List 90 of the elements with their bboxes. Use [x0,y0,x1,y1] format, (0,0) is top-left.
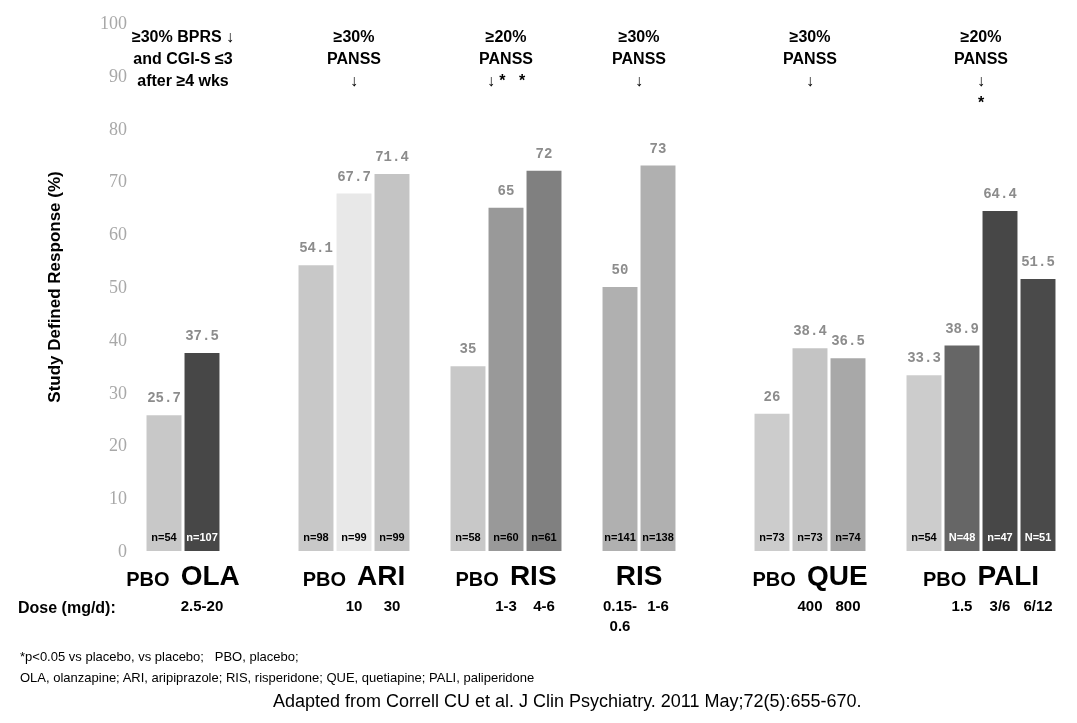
text: *p<0.05 vs placebo, vs placebo; PBO, placebo; [20,649,299,664]
annotation: ≥30% PANSS ↓ [327,27,382,89]
annotation: ≥30% BPRS ↓ and CGI-S ≤3 after ≥4 wks [131,27,235,89]
data-label: 26 [763,388,781,405]
annotation: n=99 [341,531,367,543]
y-tick-label: 70 [109,171,127,192]
y-tick-label: 40 [109,329,127,350]
bar [1020,279,1056,551]
bar [640,165,676,551]
x-tick-label: 1.5 [951,596,973,614]
bar [298,265,334,551]
y-tick-label: 0 [118,541,127,561]
text: PBO QUE [752,559,868,591]
annotation: n=54 [151,531,178,543]
data-label: 25.7 [147,390,181,407]
annotation: n=58 [455,531,481,543]
data-label: 67.7 [337,168,371,185]
data-label: 33.3 [907,350,941,367]
data-label: 54.1 [299,240,333,257]
bar [146,415,182,551]
annotation: n=73 [797,531,823,543]
x-tick-label: 400 [797,596,823,614]
y-tick-label: 60 [109,224,127,245]
annotation: n=60 [493,531,519,543]
text: PBO PALI [922,559,1040,591]
data-label: 51.5 [1021,254,1055,271]
text: PBO RIS [455,559,557,591]
x-tick-label: 800 [835,596,861,614]
x-tick-label: 4-6 [533,596,555,614]
annotation: N=51 [1024,531,1052,543]
bar [830,358,866,551]
x-tick-label: 1-3 [495,596,517,614]
bar [526,170,562,551]
annotation: ≥30% PANSS ↓ [612,27,667,89]
data-label: 38.4 [793,323,827,340]
data-label: 71.4 [375,149,409,166]
annotation: ≥30% PANSS ↓ [783,27,838,89]
text: PBO ARI [302,559,406,591]
x-tick-label: 30 [383,596,401,614]
y-tick-label: 10 [109,488,127,509]
bar [450,366,486,551]
x-axis-title: Dose (mg/d): [18,598,116,616]
y-tick-label: 30 [109,382,127,403]
bar [792,348,828,551]
data-label: 65 [497,182,515,199]
bar [602,287,638,551]
data-label: 64.4 [983,185,1017,202]
annotation: n=47 [987,531,1013,543]
x-tick-label: 10 [345,596,363,614]
annotation: N=48 [948,531,976,543]
text: RIS [615,559,663,591]
y-tick-label: 20 [109,435,127,456]
x-tick-label: 1-6 [647,596,669,614]
bar [982,210,1018,551]
annotation: ≥20% PANSS ↓ * * [479,27,534,89]
annotation: n=98 [303,531,329,543]
text: Adapted from Correll CU et al. J Clin Psychiatry. 2011 May;72(5):655-670. [273,691,862,711]
annotation: ≥20% PANSS ↓ * [954,27,1009,111]
annotation: n=54 [911,531,938,543]
x-tick-label: 0.15- 0.6 [602,596,638,634]
annotation: n=74 [835,531,862,543]
annotation: n=141 [604,531,636,543]
x-tick-label: 3/6 [989,596,1011,614]
y-tick-label: 100 [100,13,127,33]
bar [906,375,942,551]
x-tick-label: 6/12 [1023,596,1053,614]
text: PBO OLA [126,559,240,591]
y-tick-label: 90 [109,65,127,86]
bar [184,353,220,551]
data-label: 36.5 [831,333,865,350]
bar [374,174,410,551]
bar [488,207,524,551]
annotation: n=138 [642,531,674,543]
data-label: 73 [649,140,667,157]
annotation: n=99 [379,531,405,543]
x-tick-label: 2.5-20 [180,596,224,614]
bar [944,345,980,551]
data-label: 38.9 [945,320,979,337]
annotation: n=107 [186,531,218,543]
data-label: 35 [459,341,477,358]
bar [754,413,790,551]
data-label: 37.5 [185,328,219,344]
y-tick-label: 80 [109,118,127,139]
y-tick-label: 50 [109,277,127,297]
data-label: 72 [535,145,553,162]
annotation: n=73 [759,531,785,543]
y-axis-title: Study Defined Response (%) [45,171,64,403]
annotation: n=61 [531,531,557,543]
text: OLA, olanzapine; ARI, aripiprazole; RIS, risperidone; QUE, quetiapine; PALI, paliperidone [20,670,535,685]
data-label: 50 [611,262,629,278]
